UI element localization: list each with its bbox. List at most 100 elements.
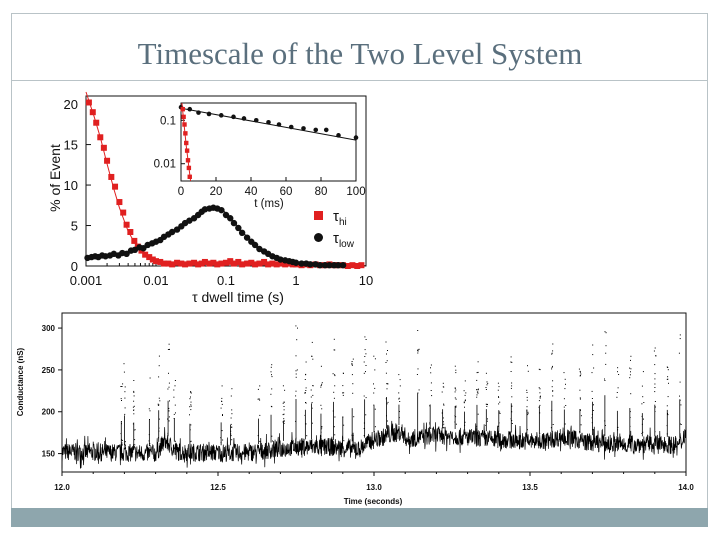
tau-hi-point: [358, 262, 365, 269]
inset-tau-low-point: [301, 126, 306, 131]
tau-hi-point: [214, 261, 221, 268]
conductance-spike-dot: [189, 406, 191, 408]
conductance-spike-dot: [190, 401, 192, 403]
conductance-spike-dot: [387, 350, 388, 351]
tau-low-point: [292, 259, 300, 266]
conductance-spike-dot: [333, 338, 335, 340]
conductance-spike-dot: [386, 388, 388, 390]
conductance-spike-dot: [399, 379, 401, 381]
conductance-spike-dot: [221, 430, 223, 432]
conductance-spike-dot: [158, 397, 160, 399]
conductance-spike-dot: [133, 400, 135, 402]
conductance-spike-dot: [149, 445, 151, 447]
conductance-spike-dot: [374, 387, 376, 389]
conductance-spike-dot: [365, 397, 367, 399]
conductance-spike-dot: [564, 388, 566, 390]
conductance-spike-dot: [122, 383, 124, 385]
conductance-spike-dot: [431, 395, 433, 397]
conductance-spike-dot: [231, 413, 233, 415]
tau-hi-point: [116, 199, 123, 206]
conductance-spike-dot: [510, 361, 512, 363]
conductance-spike-dot: [510, 356, 512, 358]
conductance-spike-dot: [271, 364, 273, 366]
inset-tau-low-point: [206, 111, 212, 117]
conductance-spike-dot: [465, 392, 467, 394]
conductance-spike-dot: [617, 371, 618, 373]
conductance-spike-dot: [679, 381, 681, 383]
conductance-spike-dot: [477, 413, 479, 415]
conductance-spike-dot: [134, 429, 136, 431]
conductance-spike-dot: [510, 371, 512, 372]
conductance-spike-dot: [149, 443, 151, 445]
conductance-spike-dot: [230, 423, 232, 425]
conductance-spike-dot: [158, 355, 160, 357]
conductance-spike-dot: [353, 416, 355, 418]
dwell-time-y-axis-label: % of Event: [47, 144, 63, 212]
conductance-spike-dot: [455, 369, 457, 371]
conductance-spike-dot: [334, 349, 336, 351]
conductance-y-axis-label: Conductance (nS): [16, 347, 25, 416]
tau-low-point: [227, 215, 234, 222]
conductance-spike-dot: [654, 364, 656, 366]
conductance-spike-dot: [443, 427, 445, 429]
conductance-spike-dot: [148, 408, 150, 410]
tau-hi-point: [354, 263, 361, 269]
conductance-spike-dot: [133, 409, 135, 411]
inset-tau-low-point: [253, 117, 259, 123]
tau-hi-point: [127, 229, 134, 235]
conductance-spike-dot: [305, 361, 307, 363]
conductance-spike-dot: [386, 420, 388, 422]
conductance-spike-dot: [429, 423, 431, 425]
conductance-spike-dot: [157, 404, 159, 406]
conductance-spike-dot: [398, 398, 400, 400]
tau-hi-point: [89, 109, 96, 116]
inset-tau-low-point: [266, 119, 271, 125]
conductance-spike-dot: [320, 404, 322, 406]
conductance-spike-dot: [679, 399, 681, 401]
inset-y-tick-label: 0.01: [154, 159, 176, 171]
conductance-spike-dot: [527, 411, 529, 413]
conductance-spike-dot: [643, 402, 645, 403]
conductance-spike-dot: [442, 417, 444, 419]
conductance-spike-dot: [342, 385, 344, 387]
inset-x-tick-label: 60: [280, 186, 293, 198]
conductance-spike-dot: [373, 404, 375, 406]
conductance-spike-dot: [579, 371, 581, 373]
conductance-spike-dot: [641, 433, 643, 434]
conductance-spike-dot: [168, 420, 170, 422]
conductance-spike-dot: [666, 405, 668, 407]
conductance-spike-dot: [668, 382, 669, 384]
conductance-spike-dot: [592, 354, 594, 356]
conductance-spike-dot: [552, 350, 554, 352]
conductance-spike-dot: [579, 375, 581, 377]
tau-hi-point: [252, 261, 259, 268]
conductance-spike-dot: [678, 352, 680, 354]
conductance-spike-dot: [312, 394, 314, 396]
conductance-spike-dot: [443, 421, 444, 423]
conductance-spike-dot: [679, 395, 680, 397]
tau-hi-point: [206, 260, 213, 267]
tau-hi-point: [239, 261, 246, 268]
conductance-spike-dot: [592, 344, 594, 346]
inset-x-tick-label: 40: [245, 186, 258, 198]
inset-tau-hi-point: [185, 158, 191, 163]
conductance-spike-dot: [526, 389, 528, 391]
conductance-spike-dot: [630, 393, 632, 395]
tau-hi-point: [269, 260, 276, 267]
conductance-trace: [61, 325, 687, 469]
conductance-spike-dot: [374, 369, 376, 371]
conductance-spike-dot: [124, 407, 126, 409]
conductance-spike-dot: [231, 409, 233, 411]
tau-low-point: [334, 261, 342, 269]
conductance-spike-dot: [654, 383, 656, 385]
conductance-spike-dot: [386, 360, 388, 362]
tau-hi-point: [100, 144, 107, 151]
conductance-spike-dot: [654, 373, 656, 375]
conductance-spike-dot: [351, 361, 353, 362]
conductance-spike-dot: [283, 413, 285, 415]
conductance-spike-dot: [565, 405, 567, 406]
conductance-y-tick-label: 200: [42, 408, 56, 417]
conductance-spike-dot: [310, 389, 312, 391]
tau-low-point: [298, 260, 305, 267]
conductance-spike-dot: [593, 367, 595, 369]
